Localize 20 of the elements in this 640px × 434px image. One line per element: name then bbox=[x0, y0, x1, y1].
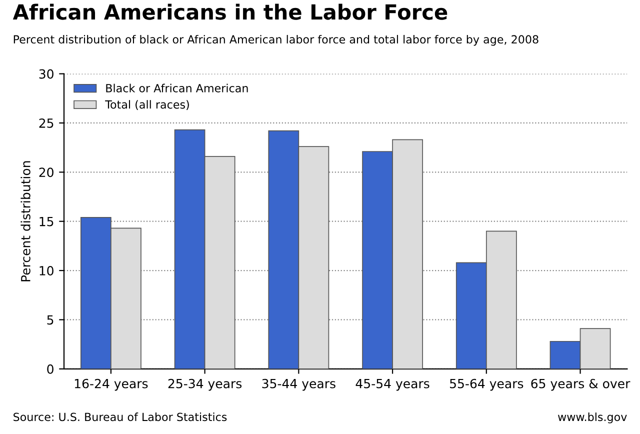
legend-label: Total (all races) bbox=[105, 100, 189, 110]
y-tick-label: 20 bbox=[39, 168, 54, 178]
source-note: Source: U.S. Bureau of Labor Statistics bbox=[14, 412, 227, 422]
y-tick-label: 30 bbox=[39, 69, 54, 79]
y-tick-label: 10 bbox=[40, 266, 54, 276]
x-tick-label: 65 years & over bbox=[531, 378, 630, 391]
y-tick-label: 0 bbox=[47, 364, 54, 374]
text: www.bls.gov bbox=[558, 412, 627, 424]
y-tick-label: 5 bbox=[47, 315, 54, 325]
x-tick-label: 55-64 years bbox=[450, 378, 524, 391]
x-tick-label: 16-24 years bbox=[74, 378, 148, 391]
x-tick-label: 25-34 years bbox=[168, 378, 242, 391]
x-tick-label: 45-54 years bbox=[356, 379, 430, 391]
x-tick-label: 35-44 years bbox=[262, 378, 336, 391]
y-tick-label: 25 bbox=[39, 118, 54, 128]
legend-label: Black or African American bbox=[106, 84, 248, 92]
y-axis-title: Percent distribution bbox=[20, 161, 30, 282]
chart-subtitle: Percent distribution of black or African American labor force and total labor force by age, 2008 bbox=[14, 34, 538, 46]
y-tick-label: 15 bbox=[40, 216, 54, 226]
chart-title: African Americans in the Labor Force bbox=[12, 4, 448, 20]
